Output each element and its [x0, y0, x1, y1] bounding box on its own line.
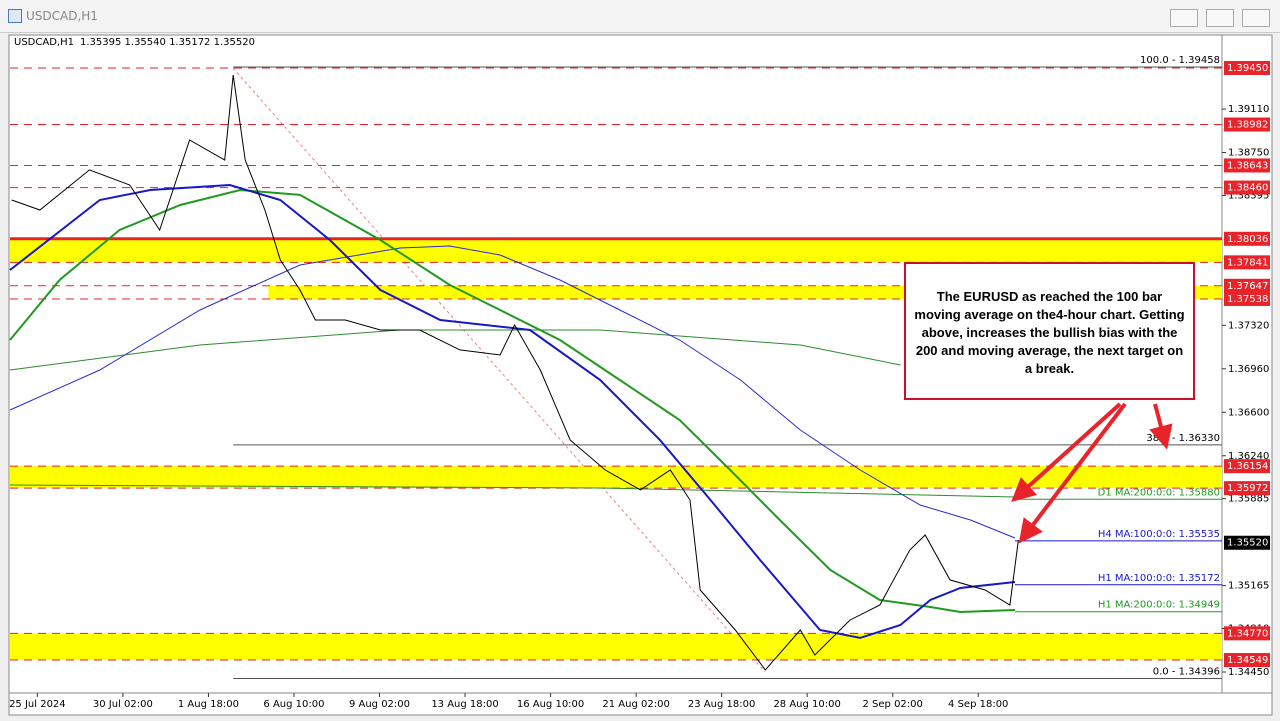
y-tick-label: 1.36960: [1228, 364, 1269, 375]
price-tag-label: 1.35520: [1227, 538, 1268, 549]
x-tick-label: 1 Aug 18:00: [178, 699, 239, 710]
window-title: USDCAD,H1: [26, 9, 98, 23]
ma-label: H1 MA:100:0:0: 1.35172: [1098, 573, 1220, 584]
series-line: [9, 245, 1016, 539]
y-tick-label: 1.34450: [1228, 667, 1269, 678]
y-tick-label: 1.39110: [1228, 104, 1269, 115]
y-tick-label: 1.37320: [1228, 320, 1269, 331]
ohlc-label: 1.35395 1.35540 1.35172 1.35520: [80, 37, 255, 48]
x-tick-label: 28 Aug 10:00: [773, 699, 840, 710]
price-tag-label: 1.35972: [1227, 483, 1268, 494]
price-tag: [1224, 60, 1270, 75]
price-tag-label: 1.34770: [1227, 628, 1268, 639]
price-axis: [1221, 34, 1273, 694]
price-tag: [1224, 653, 1270, 668]
ma-label: H1 MA:200:0:0: 1.34949: [1098, 600, 1220, 611]
price-tag-label: 1.37647: [1227, 281, 1268, 292]
price-tag-label: 1.38460: [1227, 183, 1268, 194]
price-tag: [1224, 180, 1270, 195]
fib-trend-line: [232, 67, 766, 673]
annotation-box: The EURUSD as reached the 100 bar moving…: [904, 262, 1195, 400]
x-tick-label: 2 Sep 02:00: [863, 699, 923, 710]
price-tag: [1224, 535, 1270, 550]
price-tag-label: 1.38643: [1227, 160, 1268, 171]
fib-label: 100.0 - 1.39458: [1140, 55, 1220, 66]
price-tag: [1224, 291, 1270, 306]
x-tick-label: 16 Aug 10:00: [517, 699, 584, 710]
x-tick-label: 30 Jul 02:00: [93, 699, 153, 710]
x-tick-label: 4 Sep 18:00: [948, 699, 1008, 710]
price-tag-label: 1.38982: [1227, 120, 1268, 131]
price-tag: [1224, 255, 1270, 270]
price-tag: [1224, 158, 1270, 173]
x-tick-label: 13 Aug 18:00: [431, 699, 498, 710]
support-zone: [10, 633, 1222, 661]
minimize-button[interactable]: [1170, 9, 1198, 27]
series-line: [9, 188, 1016, 614]
price-tag-label: 1.39450: [1227, 63, 1268, 74]
close-button[interactable]: [1242, 9, 1270, 27]
x-tick-label: 25 Jul 2024: [9, 699, 66, 710]
y-tick-label: 1.36600: [1228, 407, 1269, 418]
x-tick-label: 23 Aug 18:00: [688, 699, 755, 710]
y-tick-label: 1.36240: [1228, 451, 1269, 462]
price-tag: [1224, 278, 1270, 293]
maximize-button[interactable]: [1206, 9, 1234, 27]
price-tag-label: 1.36154: [1227, 461, 1268, 472]
price-tag-label: 1.37538: [1227, 294, 1268, 305]
price-tag: [1224, 459, 1270, 474]
time-axis: [8, 692, 1273, 716]
price-tag: [1224, 626, 1270, 641]
price-tag-label: 1.38036: [1227, 234, 1268, 245]
price-tag: [1224, 481, 1270, 496]
support-zone: [10, 238, 1222, 263]
y-tick-label: 1.38395: [1228, 190, 1269, 201]
symbol-label: USDCAD,H1: [14, 37, 74, 48]
series-line: [9, 329, 901, 371]
series-line: [11, 74, 1019, 671]
price-tag: [1224, 117, 1270, 132]
x-tick-label: 6 Aug 10:00: [263, 699, 324, 710]
price-tag-label: 1.34549: [1227, 655, 1268, 666]
ma-label: D1 MA:200:0:0: 1.35880: [1098, 487, 1220, 498]
fib-label: 0.0 - 1.34396: [1153, 667, 1220, 678]
series-line: [9, 484, 1016, 498]
support-zone: [10, 466, 1222, 489]
series-line: [9, 183, 1016, 639]
y-tick-label: 1.35165: [1228, 581, 1269, 592]
price-tag-label: 1.37841: [1227, 257, 1268, 268]
fib-label: 38.2 - 1.36330: [1146, 433, 1220, 444]
y-tick-label: 1.35885: [1228, 494, 1269, 505]
window-icon: [8, 9, 22, 23]
price-tag: [1224, 231, 1270, 246]
ma-label: H4 MA:100:0:0: 1.35535: [1098, 529, 1220, 540]
title-bar: USDCAD,H1: [0, 0, 1280, 33]
y-tick-label: 1.38750: [1228, 148, 1269, 159]
x-tick-label: 21 Aug 02:00: [602, 699, 669, 710]
x-tick-label: 9 Aug 02:00: [349, 699, 410, 710]
